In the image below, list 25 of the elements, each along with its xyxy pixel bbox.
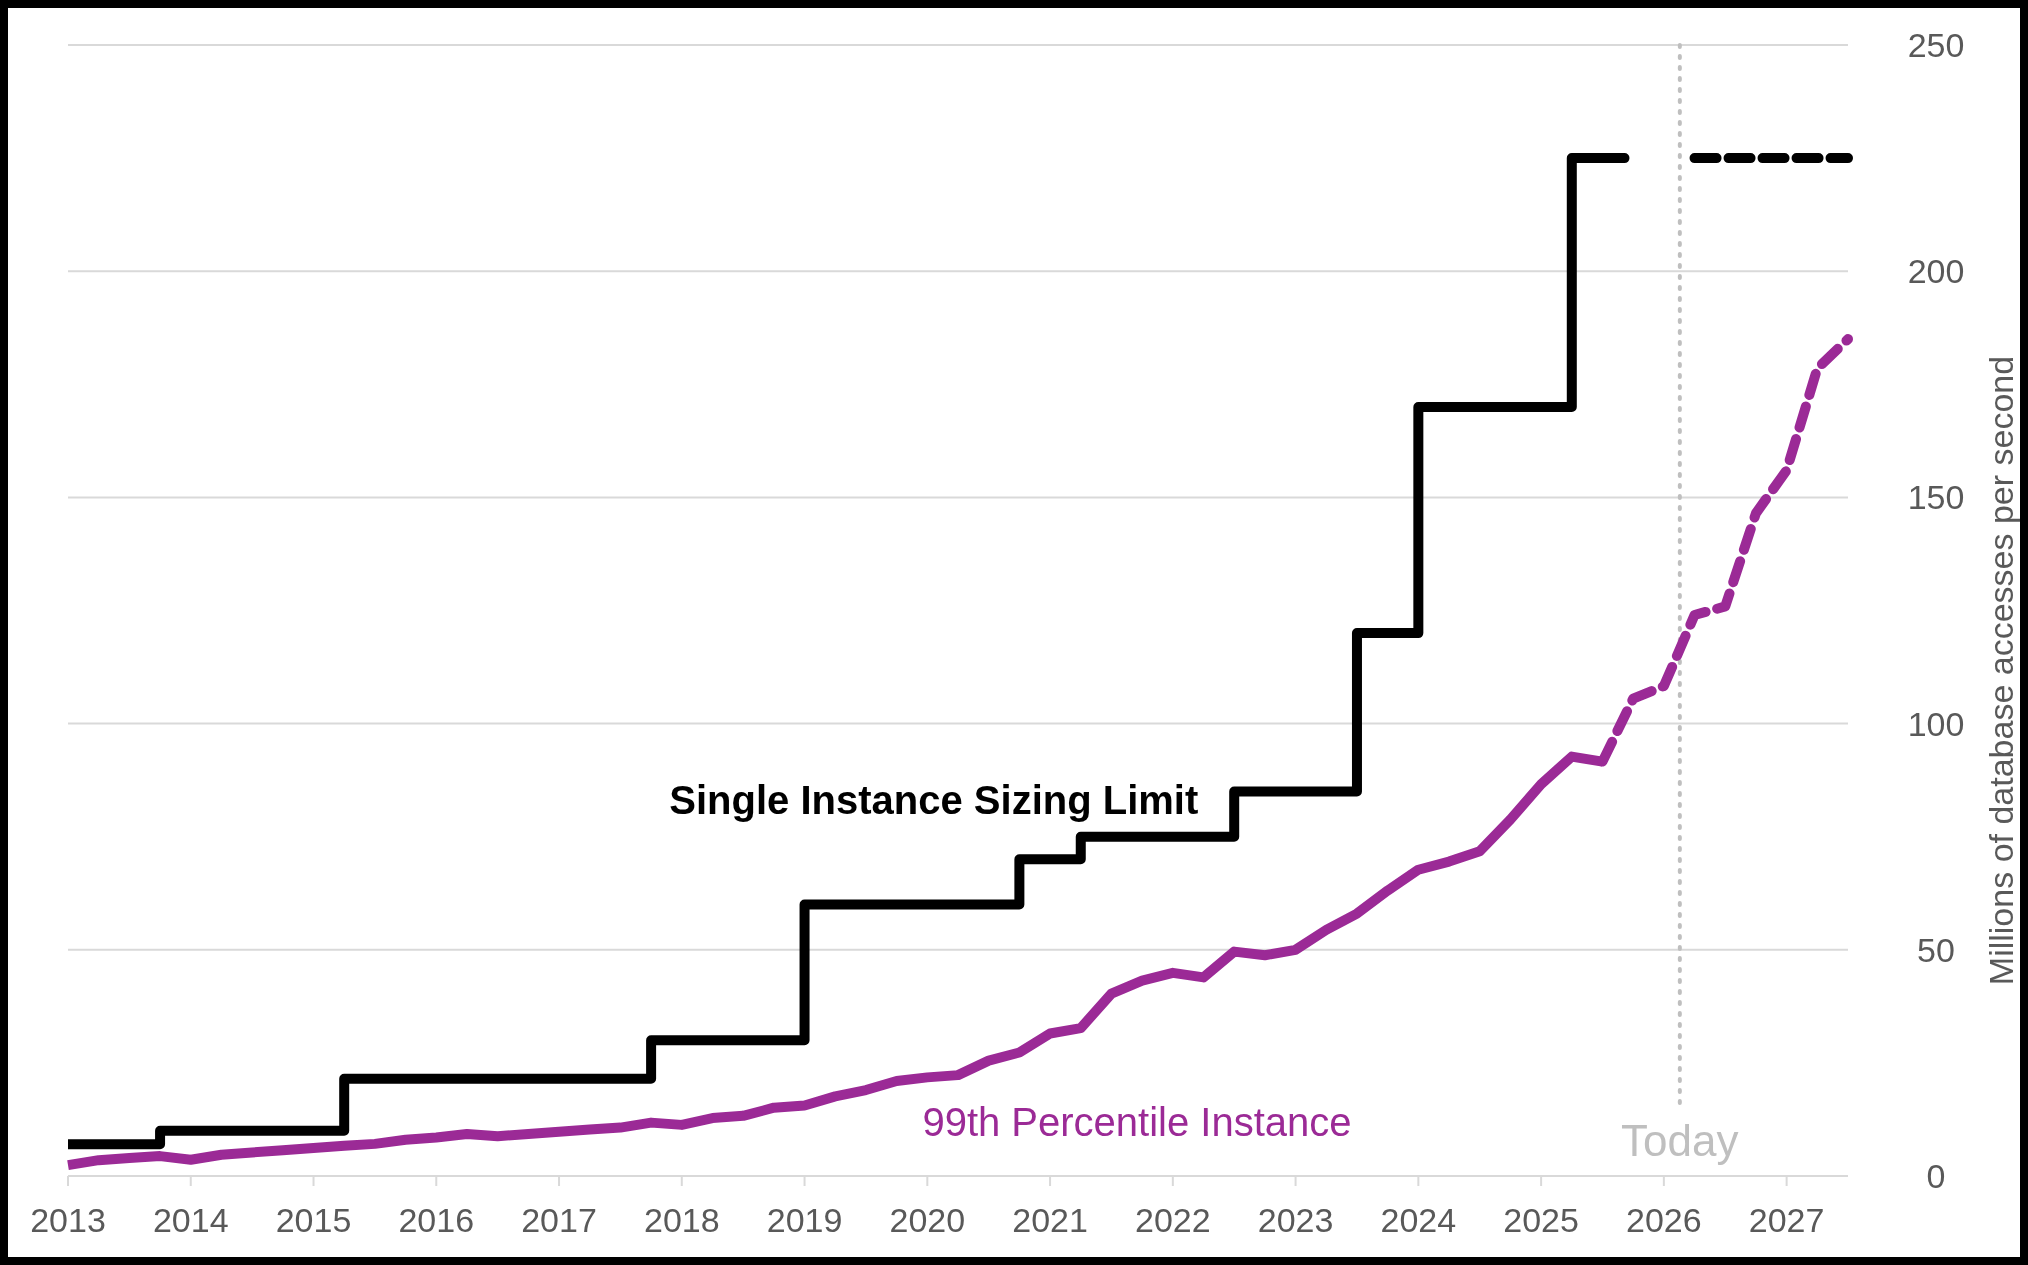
y-tick-label: 50 <box>1917 930 1955 969</box>
y-tick-label: 150 <box>1907 478 1965 517</box>
series-label: 99th Percentile Instance <box>922 1100 1352 1145</box>
x-tick-label: 2022 <box>1135 1201 1211 1239</box>
x-tick-label: 2025 <box>1503 1201 1579 1239</box>
x-tick-label: 2027 <box>1748 1201 1825 1239</box>
x-tick-label: 2015 <box>275 1201 352 1239</box>
y-tick-label: 250 <box>1907 26 1965 64</box>
x-tick-label: 2020 <box>889 1201 966 1239</box>
x-tick-label: 2024 <box>1380 1201 1457 1239</box>
x-tick-label: 2014 <box>152 1201 229 1239</box>
x-tick-label: 2017 <box>521 1201 597 1239</box>
y-tick-label: 0 <box>1926 1157 1946 1195</box>
ref-line-label: Today <box>1621 1116 1739 1165</box>
y-axis-title: Millions of database accesses per second <box>1982 355 2020 986</box>
x-tick-label: 2016 <box>398 1201 475 1239</box>
y-tick-label: 200 <box>1907 252 1965 291</box>
x-tick-label: 2026 <box>1626 1201 1702 1239</box>
x-tick-label: 2023 <box>1257 1201 1334 1239</box>
series-label: Single Instance Sizing Limit <box>669 778 1199 823</box>
x-tick-label: 2019 <box>766 1201 843 1239</box>
x-tick-label: 2013 <box>30 1201 106 1239</box>
y-tick-label: 100 <box>1907 704 1965 743</box>
x-tick-label: 2021 <box>1012 1201 1088 1239</box>
x-tick-label: 2018 <box>643 1201 720 1239</box>
